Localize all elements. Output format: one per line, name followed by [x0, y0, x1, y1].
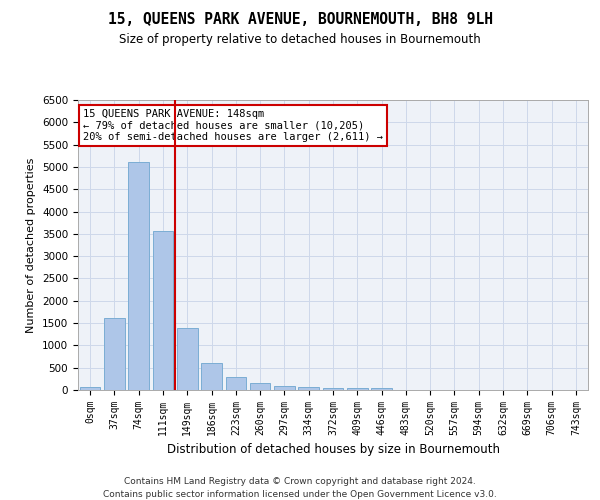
Text: Contains HM Land Registry data © Crown copyright and database right 2024.: Contains HM Land Registry data © Crown c…: [124, 478, 476, 486]
Bar: [104, 318, 125, 390]
Bar: [347, 388, 368, 390]
Bar: [298, 386, 319, 390]
Bar: [128, 162, 149, 390]
Bar: [152, 230, 173, 390]
Bar: [201, 363, 222, 390]
Text: Size of property relative to detached houses in Bournemouth: Size of property relative to detached ho…: [119, 32, 481, 46]
Bar: [226, 376, 246, 390]
Bar: [274, 386, 295, 390]
Text: 15 QUEENS PARK AVENUE: 148sqm
← 79% of detached houses are smaller (10,205)
20% : 15 QUEENS PARK AVENUE: 148sqm ← 79% of d…: [83, 108, 383, 142]
Text: Distribution of detached houses by size in Bournemouth: Distribution of detached houses by size …: [167, 442, 500, 456]
Y-axis label: Number of detached properties: Number of detached properties: [26, 158, 37, 332]
Bar: [250, 384, 271, 390]
Bar: [80, 386, 100, 390]
Bar: [177, 328, 197, 390]
Bar: [323, 388, 343, 390]
Text: 15, QUEENS PARK AVENUE, BOURNEMOUTH, BH8 9LH: 15, QUEENS PARK AVENUE, BOURNEMOUTH, BH8…: [107, 12, 493, 28]
Text: Contains public sector information licensed under the Open Government Licence v3: Contains public sector information licen…: [103, 490, 497, 499]
Bar: [371, 388, 392, 390]
